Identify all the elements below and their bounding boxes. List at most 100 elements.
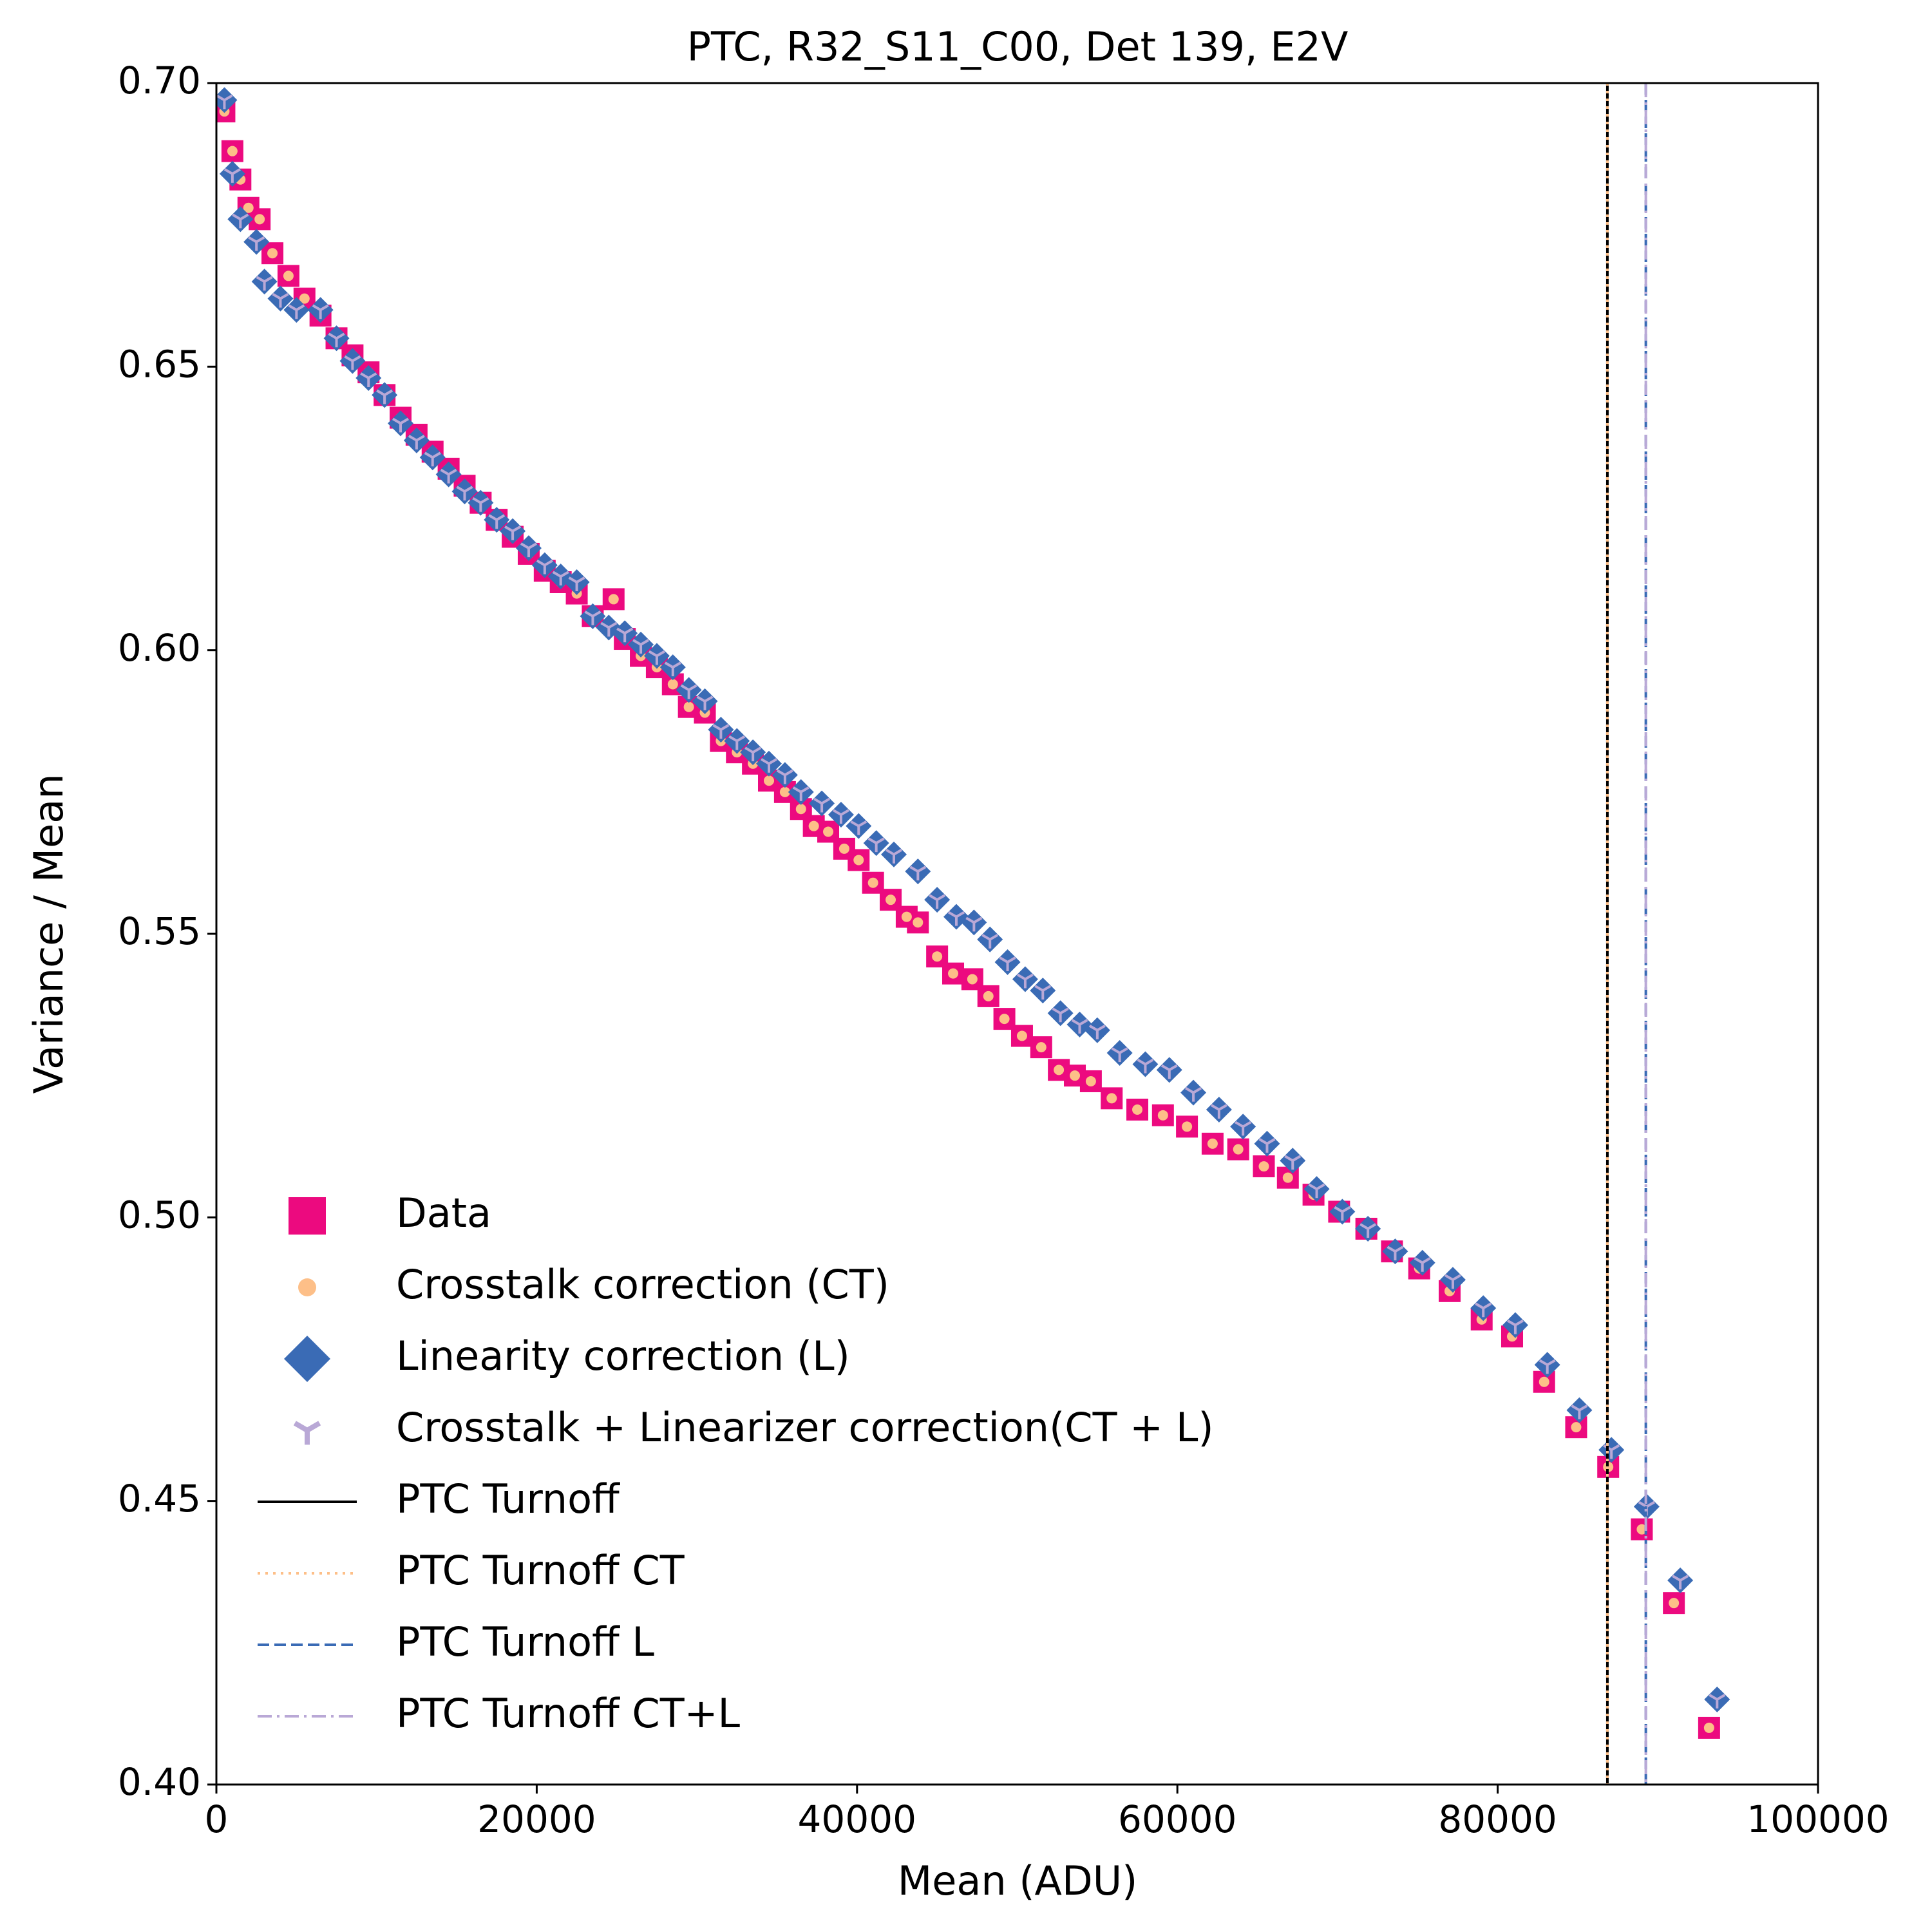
tri-down-marker (712, 724, 730, 739)
x-tick-label: 80000 (1438, 1797, 1557, 1841)
tri-down-marker (1210, 1104, 1227, 1119)
tri-down-marker (1185, 1086, 1202, 1102)
tri-down-marker (1414, 1257, 1431, 1272)
circle-marker (853, 855, 864, 866)
tri-down-marker (312, 304, 329, 319)
circle-marker (999, 1014, 1010, 1025)
tri-down-marker (832, 809, 849, 824)
circle-marker (667, 679, 678, 690)
x-axis-label: Mean (ADU) (898, 1857, 1138, 1904)
x-tick-label: 100000 (1747, 1797, 1889, 1841)
plot-frame (215, 82, 1819, 1786)
tri-down-marker (1137, 1058, 1154, 1074)
tri-down-marker (408, 435, 425, 450)
tri-down-marker (1071, 1019, 1088, 1034)
tri-down-marker (776, 769, 793, 784)
tri-down-marker (1258, 1138, 1276, 1153)
circle-marker (823, 826, 834, 837)
legend-marker (289, 1197, 326, 1235)
tri-down-marker (293, 1421, 321, 1445)
circle-marker (1182, 1121, 1193, 1132)
legend-label: PTC Turnoff CT (396, 1547, 685, 1594)
circle-marker (983, 990, 994, 1001)
circle-marker (913, 917, 923, 928)
circle-marker (1207, 1138, 1218, 1149)
tri-down-marker (392, 417, 410, 433)
circle-marker (283, 270, 294, 281)
tri-down-marker (1475, 1302, 1492, 1318)
circle-marker (967, 974, 978, 985)
tri-down-marker (850, 820, 867, 835)
y-axis-label: Variance / Mean (25, 773, 72, 1094)
tri-down-marker (1444, 1274, 1461, 1289)
tri-down-marker (867, 837, 885, 853)
tri-down-marker (1571, 1405, 1588, 1419)
circle-marker (1669, 1598, 1680, 1609)
circle-marker (298, 1278, 316, 1296)
legend-label: PTC Turnoff (396, 1475, 620, 1522)
legend-label: PTC Turnoff L (396, 1618, 654, 1665)
tri-down-marker (488, 514, 506, 529)
y-tick-label: 0.55 (118, 909, 201, 953)
tri-down-marker (1235, 1121, 1252, 1136)
tri-down-marker (1539, 1359, 1556, 1374)
tri-down-marker (696, 696, 714, 710)
tri-down-marker (1308, 1183, 1325, 1198)
tri-down-marker (1709, 1694, 1726, 1709)
y-tick-label: 0.60 (118, 626, 201, 670)
x-tick-label: 0 (205, 1797, 229, 1841)
tri-down-marker (424, 451, 441, 467)
tri-down-marker (520, 542, 537, 558)
circle-marker (254, 214, 265, 225)
tri-down-marker (909, 866, 927, 881)
circle-marker (1016, 1030, 1027, 1041)
y-tick-label: 0.40 (118, 1760, 201, 1804)
x-tick-label: 60000 (1118, 1797, 1237, 1841)
tri-down-marker (376, 389, 393, 404)
circle-marker (608, 594, 619, 605)
tri-down-marker (232, 213, 249, 229)
circle-marker (1282, 1172, 1293, 1183)
tri-down-marker (584, 611, 601, 625)
tri-down-marker (792, 786, 810, 801)
circle-marker (901, 911, 912, 922)
tri-down-marker (680, 684, 697, 699)
tri-down-marker (965, 916, 983, 932)
y-tick-label: 0.45 (118, 1477, 201, 1520)
tri-down-marker (664, 661, 681, 677)
circle-marker (948, 968, 959, 979)
circle-marker (1539, 1376, 1549, 1387)
x-tick-label: 40000 (798, 1797, 917, 1841)
circle-marker (1703, 1722, 1714, 1733)
tri-down-marker (1387, 1245, 1404, 1261)
x-tick-label: 20000 (477, 1797, 596, 1841)
tri-down-marker (1088, 1024, 1106, 1039)
legend-label: Crosstalk + Linearizer correction(CT + L… (396, 1404, 1214, 1451)
tri-down-marker (248, 236, 265, 251)
circle-marker (1258, 1161, 1269, 1172)
tri-down-marker (272, 292, 289, 308)
legend-label: Linearity correction (L) (396, 1332, 850, 1379)
circle-marker (1636, 1524, 1647, 1535)
circle-marker (1070, 1070, 1081, 1081)
tri-down-marker (1359, 1223, 1377, 1238)
legend-label: Data (396, 1189, 491, 1236)
tri-down-marker (456, 486, 473, 501)
circle-marker (1571, 1422, 1582, 1433)
tri-down-marker (1334, 1206, 1351, 1221)
circle-marker (808, 820, 819, 831)
tri-down-marker (472, 497, 489, 512)
tri-down-marker (813, 797, 831, 813)
circle-marker (243, 202, 254, 213)
tri-down-marker (999, 956, 1016, 972)
tri-down-marker (536, 559, 553, 574)
tri-down-marker (223, 168, 241, 183)
circle-marker (867, 877, 878, 888)
y-tick-label: 0.65 (118, 342, 201, 386)
tri-down-marker (616, 627, 634, 643)
tri-down-marker (344, 355, 361, 370)
circle-marker (1085, 1075, 1096, 1086)
y-tick-label: 0.70 (118, 59, 201, 102)
tri-down-marker (1672, 1575, 1689, 1589)
